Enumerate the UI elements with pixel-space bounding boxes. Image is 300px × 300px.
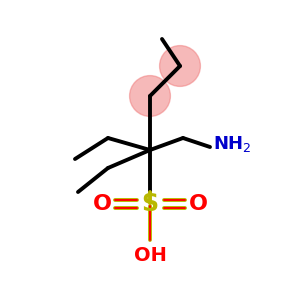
Text: OH: OH bbox=[134, 246, 166, 265]
Text: O: O bbox=[92, 194, 112, 214]
Text: O: O bbox=[188, 194, 208, 214]
Circle shape bbox=[130, 76, 170, 116]
Text: S: S bbox=[141, 192, 159, 216]
Circle shape bbox=[160, 46, 200, 86]
Text: NH$_2$: NH$_2$ bbox=[213, 134, 252, 154]
